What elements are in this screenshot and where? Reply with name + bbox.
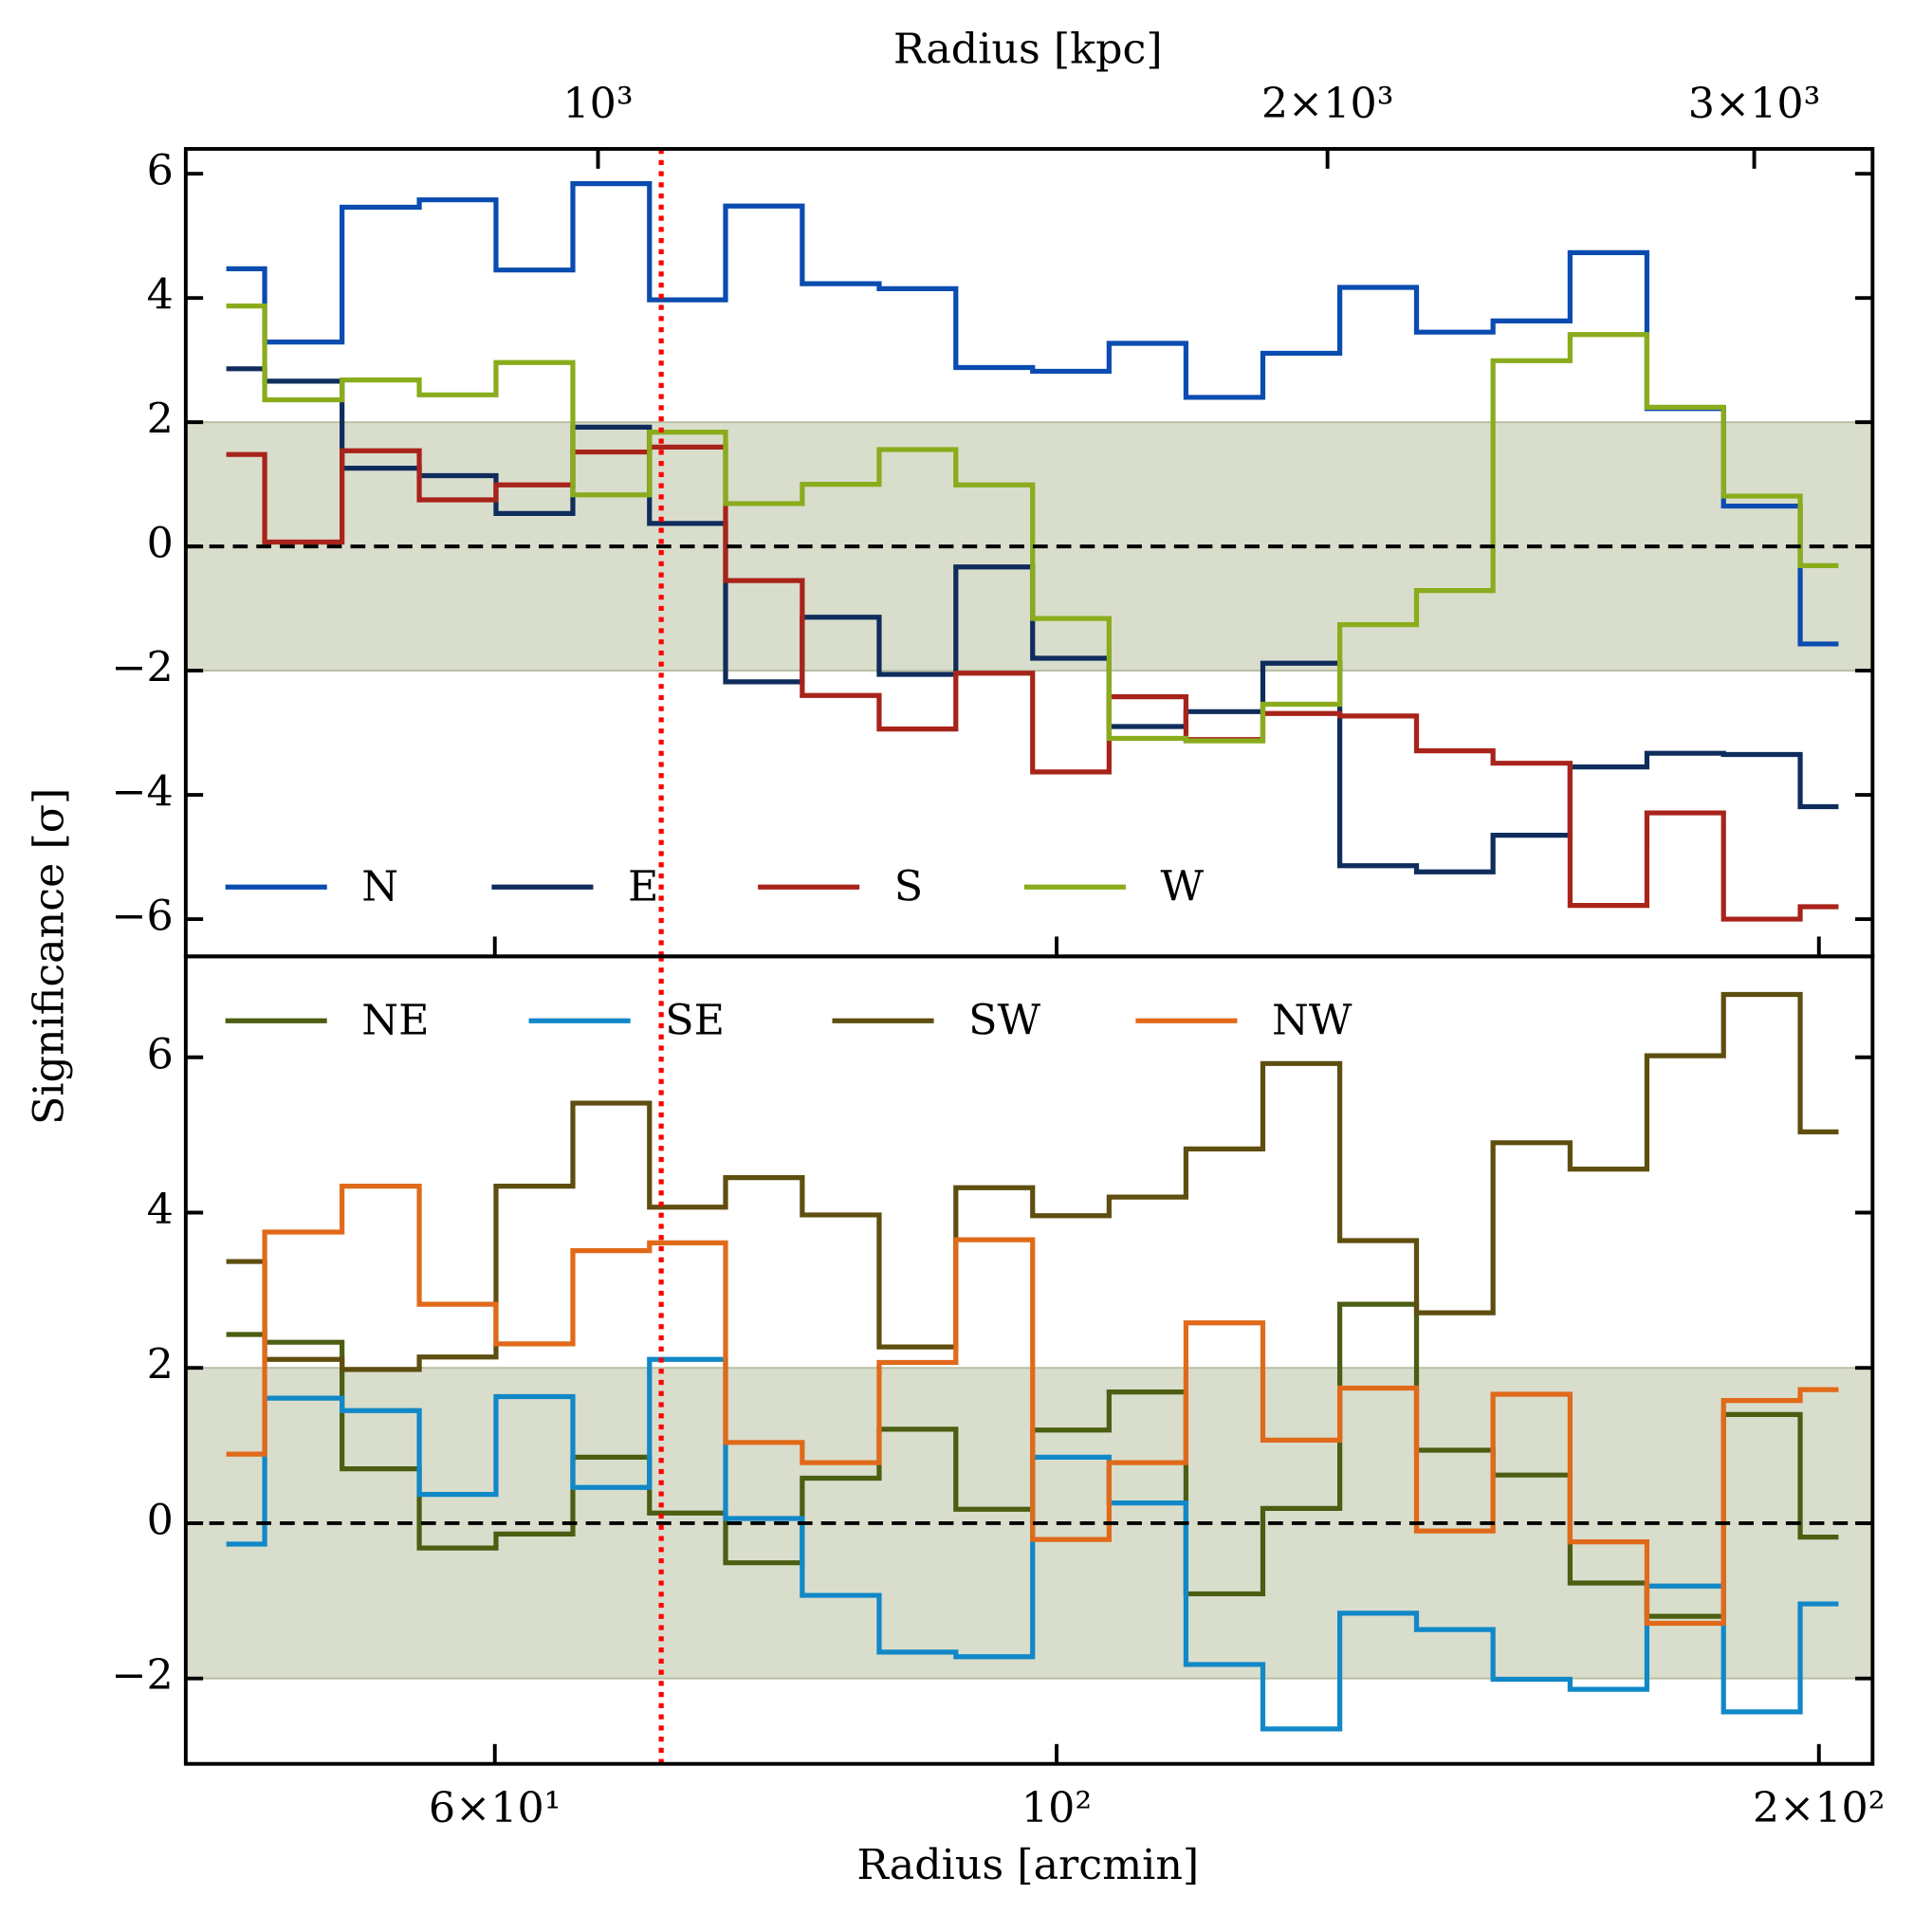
plot-area (185, 148, 1873, 957)
legend-label: S (894, 862, 923, 911)
top-x-tick-label: 3×10³ (1688, 80, 1821, 128)
top-x-tick-label: 2×10³ (1261, 80, 1394, 128)
legend-label: E (628, 862, 658, 911)
y-tick-label: 0 (147, 520, 174, 568)
x-tick-label: 10² (1021, 1784, 1092, 1832)
y-tick-label: 4 (147, 271, 174, 320)
x-tick-label: 2×10² (1753, 1784, 1886, 1832)
x-tick-label: 6×10¹ (429, 1784, 561, 1832)
legend-label: N (361, 862, 398, 911)
legend-label: SW (968, 996, 1040, 1044)
y-tick-label: −4 (111, 768, 173, 817)
shade-band (185, 421, 1873, 672)
y-tick-label: 6 (147, 147, 174, 195)
x-axis-label: Radius [arcmin] (856, 1841, 1199, 1889)
plot-area (185, 956, 1873, 1764)
y-tick-label: 4 (147, 1186, 174, 1234)
legend-label: NE (361, 996, 429, 1044)
series-line (226, 1184, 1839, 1627)
series-line (226, 304, 1839, 744)
y-tick-label: 2 (147, 1341, 174, 1389)
y-tick-label: 6 (147, 1030, 174, 1078)
series-line (226, 444, 1839, 922)
y-tick-label: −2 (111, 1651, 173, 1700)
series-line (226, 181, 1839, 647)
legend-label: SE (665, 996, 725, 1044)
panel-frame (183, 954, 1875, 1766)
legend-label: NW (1272, 996, 1352, 1044)
y-tick-label: −6 (111, 893, 173, 941)
shade-band (185, 1367, 1873, 1680)
y-tick-label: 0 (147, 1496, 174, 1544)
y-axis-label: Significance [σ] (25, 788, 73, 1125)
series-line (226, 1356, 1839, 1732)
top-axis-label: Radius [kpc] (893, 26, 1163, 74)
legend-label: W (1161, 862, 1205, 911)
y-tick-label: −2 (111, 644, 173, 692)
y-tick-label: 2 (147, 396, 174, 444)
top-x-tick-label: 10³ (562, 80, 633, 128)
